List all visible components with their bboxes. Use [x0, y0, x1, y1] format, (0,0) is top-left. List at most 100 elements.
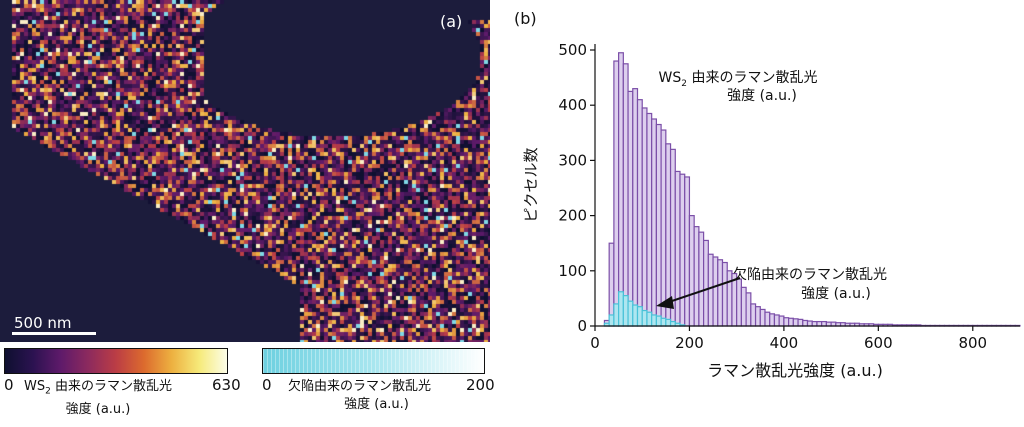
defect-annotation: 欠陥由来のラマン散乱光 [733, 266, 887, 283]
ws2-bar [806, 320, 813, 327]
ws2-bar [745, 292, 752, 327]
ws2-bar [608, 242, 615, 327]
x-tick-label: 0 [590, 334, 600, 352]
ws2-bar [726, 270, 733, 327]
defect-bar [665, 318, 672, 327]
y-tick-label: 500 [558, 41, 587, 59]
defect-bar [627, 300, 634, 327]
panel-a-label: (a) [440, 12, 463, 31]
axes: 0 100 200 300 400 500 0 200 400 600 800 [558, 41, 1020, 352]
ws2-annotation-main: WS [659, 70, 682, 86]
ws2-colorbar-title: WS2 由来のラマン散乱光 強度 (a.u.) [24, 378, 172, 419]
ws2-annotation-sub: 2 [681, 79, 687, 89]
ws2-bar [821, 320, 827, 327]
ws2-bar [698, 231, 705, 327]
defect-bar [669, 320, 676, 327]
ws2-bar [783, 317, 790, 327]
ws2-bar [618, 52, 624, 327]
scale-bar-label: 500 nm [14, 314, 72, 332]
defect-annotation-line2: 強度 (a.u.) [801, 286, 871, 302]
ws2-annotation: WS2 由来のラマン散乱光 [659, 70, 818, 89]
defect-colorbar-title: 欠陥由来のラマン散乱光 強度 (a.u.) [288, 378, 431, 414]
ws2-bar [717, 259, 724, 327]
ws2-bar [703, 239, 709, 327]
ws2-series [603, 52, 1021, 327]
ws2-annotation-rest: 由来のラマン散乱光 [687, 70, 817, 86]
defect-bar [632, 304, 639, 327]
raman-intensity-map [0, 0, 490, 342]
ws2-bar [721, 261, 728, 327]
defect-colorbar [262, 348, 485, 374]
ws2-bar [679, 173, 686, 327]
ws2-bar [754, 306, 761, 327]
ws2-bar [651, 118, 657, 327]
y-tick-label: 100 [558, 262, 587, 280]
defect-bar [636, 306, 643, 327]
ws2-bar [816, 320, 823, 327]
ws2-bar [627, 90, 634, 327]
x-tick-label: 800 [958, 334, 987, 352]
defect-bar [608, 314, 615, 327]
ws2-bar [769, 313, 776, 327]
ws2-bar [750, 303, 757, 327]
ws2-bar [646, 112, 653, 327]
ws2-title-main: WS [24, 379, 46, 394]
defect-title-line2: 強度 (a.u.) [344, 397, 409, 412]
ws2-bar [802, 319, 809, 327]
ws2-bar [688, 215, 695, 327]
defect-bar [646, 311, 653, 327]
y-tick-label: 0 [577, 317, 587, 335]
ws2-bar [636, 99, 643, 327]
ws2-bar [684, 176, 691, 327]
ws2-annotation-line2: 強度 (a.u.) [727, 88, 797, 104]
ws2-bar [693, 226, 700, 327]
annotation-arrow-line [665, 277, 741, 304]
y-tick-label: 200 [558, 207, 587, 225]
ws2-colorbar [4, 348, 228, 374]
y-tick-label: 400 [558, 96, 587, 114]
y-axis-label: ピクセル数 [522, 147, 540, 222]
ws2-bar [797, 318, 804, 327]
ws2-bar [759, 308, 766, 327]
defect-bar [660, 317, 667, 327]
ws2-bar [613, 60, 620, 327]
ws2-bar [641, 107, 648, 327]
ws2-title-line2: 強度 (a.u.) [65, 401, 131, 417]
x-tick-label: 600 [864, 334, 893, 352]
ws2-bar [792, 318, 799, 327]
scale-bar [12, 332, 96, 335]
ws2-bar [811, 320, 818, 327]
defect-bar [618, 291, 624, 327]
ws2-title-sub: 2 [45, 386, 51, 397]
x-axis-label: ラマン散乱光強度 (a.u.) [707, 361, 883, 380]
ws2-bar [778, 315, 785, 327]
ws2-bar [773, 314, 780, 327]
defect-bar [655, 315, 662, 327]
ws2-bar [736, 278, 742, 327]
defect-bar [622, 295, 629, 327]
ws2-bar [788, 317, 794, 327]
defect-bar [641, 309, 648, 327]
panel-b-label: (b) [514, 9, 537, 28]
defect-bar [651, 314, 657, 327]
x-tick-label: 400 [770, 334, 799, 352]
ws2-bar [622, 63, 629, 327]
ws2-colorbar-max: 630 [212, 376, 241, 394]
ws2-bar [660, 129, 667, 327]
ws2-colorbar-min: 0 [4, 376, 14, 394]
annotation-arrowhead [656, 296, 674, 309]
ws2-title-rest: 由来のラマン散乱光 [50, 379, 172, 394]
ws2-bar [740, 286, 747, 327]
ws2-bar [764, 311, 771, 327]
ws2-bar [712, 256, 719, 327]
defect-colorbar-max: 200 [466, 376, 495, 394]
x-tick-label: 200 [675, 334, 704, 352]
defect-colorbar-min: 0 [262, 376, 272, 394]
defect-bar [613, 303, 620, 327]
y-tick-label: 300 [558, 151, 587, 169]
defect-title-main: 欠陥由来のラマン散乱光 [288, 379, 432, 394]
ws2-bar [632, 88, 639, 327]
ws2-bar [674, 170, 681, 327]
ws2-bar [655, 123, 662, 327]
